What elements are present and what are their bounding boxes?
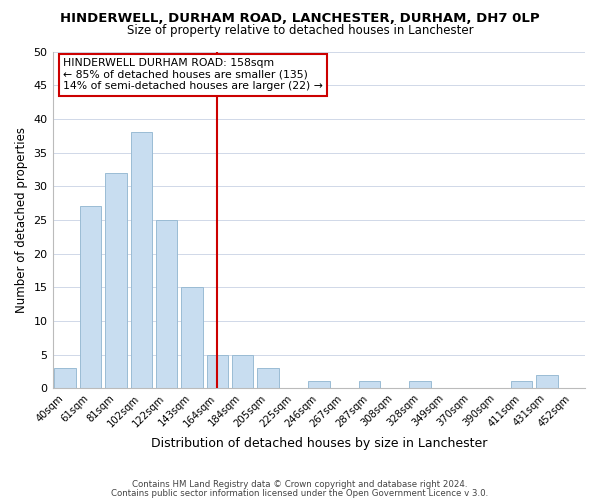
Text: Contains HM Land Registry data © Crown copyright and database right 2024.: Contains HM Land Registry data © Crown c… <box>132 480 468 489</box>
Text: HINDERWELL DURHAM ROAD: 158sqm
← 85% of detached houses are smaller (135)
14% of: HINDERWELL DURHAM ROAD: 158sqm ← 85% of … <box>63 58 323 92</box>
Bar <box>206 354 228 388</box>
Bar <box>308 382 329 388</box>
Text: HINDERWELL, DURHAM ROAD, LANCHESTER, DURHAM, DH7 0LP: HINDERWELL, DURHAM ROAD, LANCHESTER, DUR… <box>60 12 540 26</box>
X-axis label: Distribution of detached houses by size in Lanchester: Distribution of detached houses by size … <box>151 437 487 450</box>
Text: Contains public sector information licensed under the Open Government Licence v : Contains public sector information licen… <box>112 488 488 498</box>
Bar <box>80 206 101 388</box>
Bar <box>409 382 431 388</box>
Bar <box>359 382 380 388</box>
Bar <box>55 368 76 388</box>
Bar <box>536 374 558 388</box>
Bar <box>131 132 152 388</box>
Bar <box>511 382 532 388</box>
Bar <box>181 287 203 388</box>
Text: Size of property relative to detached houses in Lanchester: Size of property relative to detached ho… <box>127 24 473 37</box>
Bar <box>232 354 253 388</box>
Bar <box>257 368 279 388</box>
Bar <box>156 220 178 388</box>
Bar <box>105 172 127 388</box>
Y-axis label: Number of detached properties: Number of detached properties <box>15 127 28 313</box>
